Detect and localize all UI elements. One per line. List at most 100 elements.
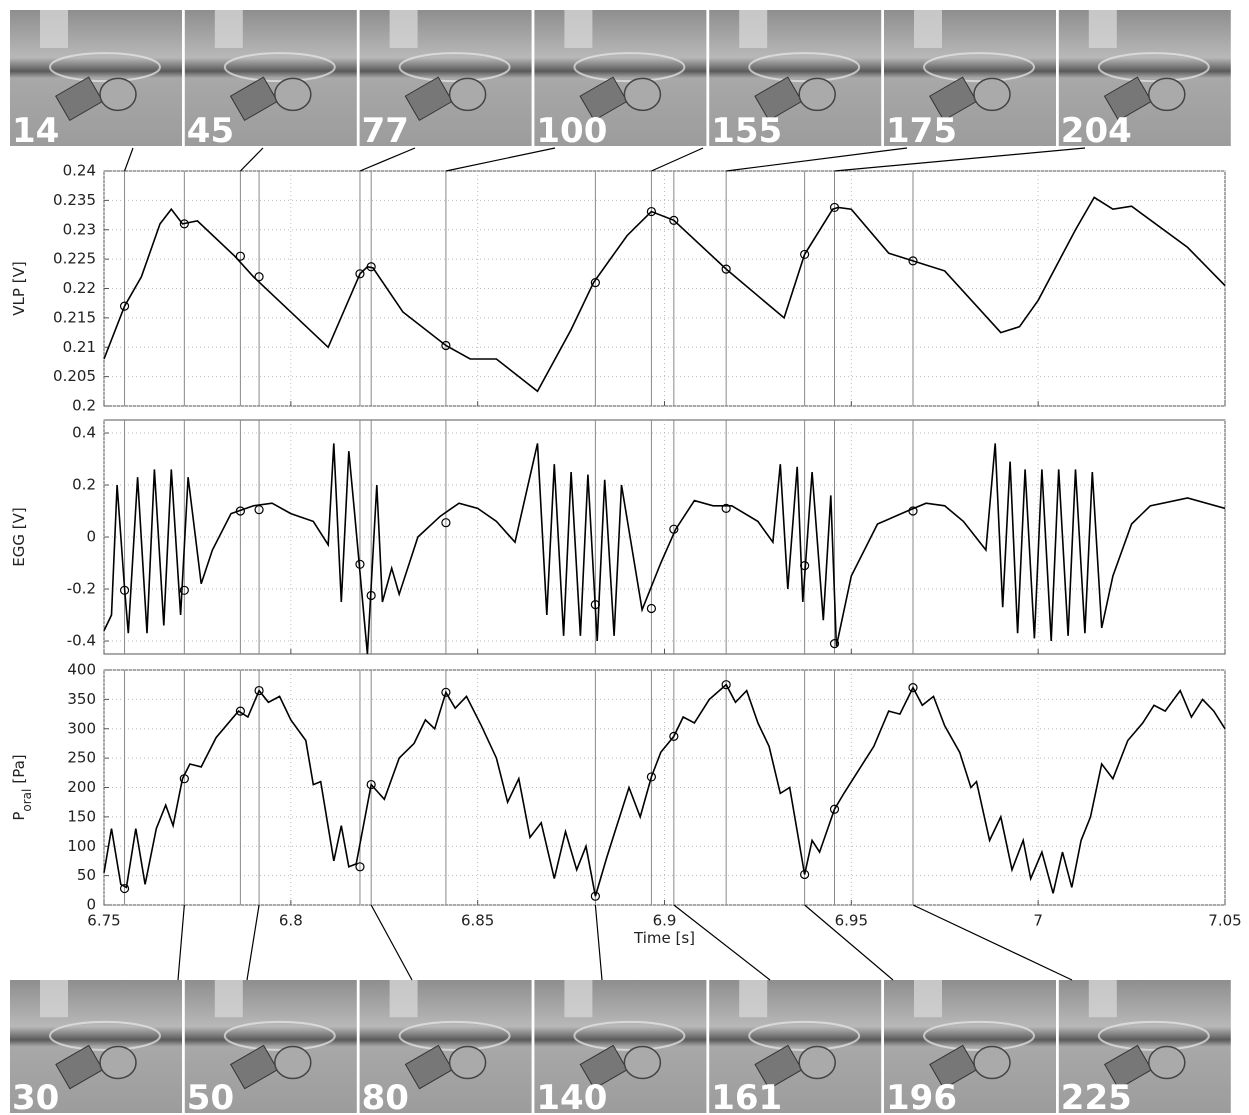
frame-thumbnail: 204: [1058, 10, 1231, 151]
x-tick-label: 7: [1033, 912, 1043, 930]
ruler: [914, 980, 942, 1018]
frame-label: 161: [711, 1078, 782, 1115]
droplet: [623, 77, 662, 112]
y-axis-label: VLP [V]: [10, 261, 28, 315]
tube: [1104, 1044, 1153, 1090]
frame-marker: [721, 503, 731, 513]
frame-marker: [119, 585, 130, 595]
y-label-part: oral: [20, 789, 34, 812]
tube: [404, 76, 453, 122]
droplet: [274, 1045, 312, 1080]
frame-label: 225: [1061, 1078, 1132, 1115]
frame-thumbnail: 225: [1058, 980, 1231, 1115]
frame-thumbnail: 77: [359, 10, 532, 151]
frame-marker: [721, 680, 731, 690]
frame-connector: [239, 147, 264, 172]
frame-image: [1058, 980, 1231, 1113]
frame-connector: [651, 147, 704, 172]
tube: [230, 1044, 279, 1090]
frame-marker: [366, 590, 376, 601]
ruler: [389, 980, 418, 1018]
frame-image: [534, 980, 707, 1113]
y-label-part: VLP [V]: [10, 261, 28, 315]
frame-thumbnail: 14: [10, 10, 182, 151]
droplet: [973, 77, 1011, 112]
droplet: [973, 1045, 1011, 1080]
frame-label: 14: [12, 111, 59, 151]
frame-marker: [235, 251, 245, 261]
bubble: [223, 1020, 336, 1051]
bubble: [923, 52, 1035, 83]
frame-label: 196: [886, 1078, 957, 1115]
frame-image: [884, 10, 1056, 146]
frame-marker: [800, 560, 810, 571]
signal-line: [103, 196, 1226, 393]
bubble: [1097, 52, 1210, 83]
frame-image: [709, 10, 882, 146]
frame-image: [359, 10, 532, 146]
frame-marker: [254, 505, 264, 515]
bubble: [748, 52, 861, 83]
frame-marker: [235, 506, 245, 516]
ruler: [40, 980, 68, 1018]
y-tick-label: 0.24: [63, 162, 96, 180]
x-tick-label: 6.85: [461, 912, 494, 930]
frame-marker: [366, 262, 376, 272]
frame-label: 100: [536, 111, 607, 151]
frame-marker: [441, 340, 451, 351]
y-axis-label: EGG [V]: [10, 507, 28, 566]
frame-thumbnail: 196: [884, 980, 1056, 1115]
droplet: [1148, 1045, 1186, 1080]
frame-label: 80: [362, 1078, 409, 1115]
ruler: [739, 980, 768, 1018]
y-tick-label: 0: [86, 896, 96, 914]
bubble: [923, 1020, 1035, 1051]
frame-marker: [908, 683, 918, 693]
tube: [404, 1044, 454, 1090]
frame-marker: [179, 774, 189, 784]
ruler: [1088, 980, 1117, 1018]
frame-connector: [359, 147, 416, 172]
frame-connector: [726, 147, 908, 172]
frame-marker: [908, 506, 918, 516]
frame-connector: [594, 904, 603, 981]
x-tick-label: 7.05: [1208, 912, 1241, 930]
ruler: [564, 980, 593, 1018]
y-axis-label: Poral [Pa]: [10, 754, 34, 820]
frame-marker: [254, 685, 264, 696]
bubble: [748, 1020, 861, 1051]
bubble: [1097, 1020, 1210, 1051]
tube: [579, 76, 628, 122]
bubble: [573, 52, 686, 83]
frame-image: [10, 10, 182, 146]
tube: [55, 76, 104, 122]
y-label-part: [Pa]: [10, 754, 28, 783]
y-tick-label: 0.4: [72, 424, 96, 442]
frame-connector: [370, 904, 413, 981]
frame-marker: [441, 518, 451, 528]
frame-connector: [834, 147, 1086, 172]
tube: [229, 76, 279, 122]
frame-marker: [119, 883, 130, 894]
frame-image: [10, 980, 182, 1113]
y-label-part: EGG [V]: [10, 507, 28, 566]
frame-connector: [177, 904, 185, 981]
frame-label: 175: [886, 111, 957, 151]
signal-line: [103, 443, 1226, 655]
frame-thumbnail: 161: [709, 980, 882, 1115]
x-tick-label: 6.95: [835, 912, 868, 930]
frame-thumbnail: 140: [534, 980, 707, 1115]
bubble: [398, 1020, 511, 1051]
frame-marker: [441, 687, 451, 697]
frame-marker: [721, 264, 731, 274]
frame-label: 50: [187, 1078, 234, 1115]
y-tick-label: 0.225: [53, 250, 96, 268]
frame-thumbnail: 100: [534, 10, 707, 151]
bubble: [398, 52, 511, 83]
ruler: [564, 10, 593, 49]
droplet: [1148, 77, 1186, 112]
y-label-part: P: [10, 812, 28, 821]
frame-connector: [445, 147, 556, 172]
x-axis-label: Time [s]: [633, 929, 695, 947]
frame-image: [359, 980, 532, 1113]
